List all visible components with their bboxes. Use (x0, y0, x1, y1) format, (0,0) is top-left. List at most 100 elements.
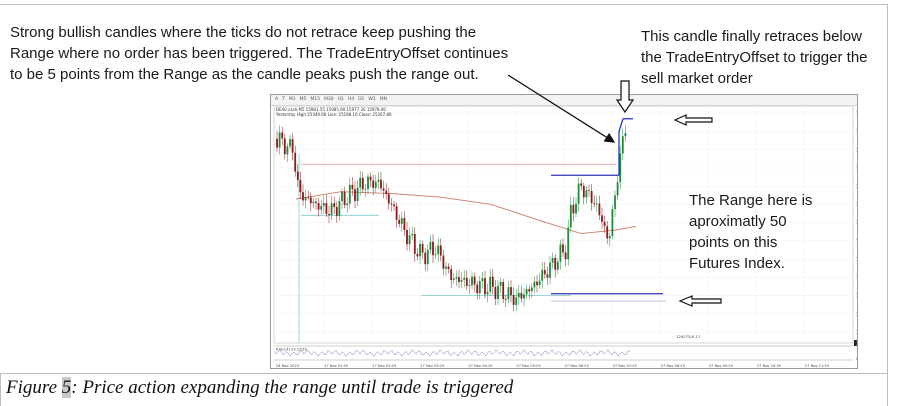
price-tick-label: 16041.00 (856, 111, 858, 116)
right-annotation-line: sell market order (641, 70, 753, 87)
toolbar-button[interactable]: M5 (299, 97, 307, 102)
price-tick-label: 15996.00 (856, 275, 858, 280)
candle-body (426, 249, 429, 265)
candle-body (478, 281, 481, 294)
chart-info-line: Yesterday High:25349.66 Line: 25198.16 C… (276, 112, 392, 117)
plot-area (273, 105, 854, 344)
candle-body (624, 133, 627, 137)
candle-body (577, 183, 580, 204)
price-tick-label: 16016.00 (856, 202, 858, 207)
candle-body (393, 204, 395, 207)
candle-body (486, 291, 489, 295)
time-tick-label: 24 Nov 2023 (276, 364, 299, 368)
candle-body (304, 197, 307, 201)
candle-body (455, 277, 458, 279)
range-annotation-line: The Range here is (689, 192, 813, 209)
toolbar-button[interactable]: MN (379, 97, 387, 102)
candle-body (380, 179, 382, 189)
candle-body (372, 180, 375, 188)
candle-body (616, 182, 619, 196)
candle-body (411, 233, 414, 236)
candle-body (322, 203, 325, 206)
right-annotation: This candle finally retraces below the T… (641, 26, 868, 89)
chart-info-line: DE40.cash,M5 15981.55 15985.90 15977.30 … (276, 107, 386, 112)
candle-body (434, 254, 437, 256)
time-tick-label: 27 Nov 02:25 (372, 364, 396, 368)
toolbar-button[interactable]: M15 (310, 97, 320, 102)
candle-body (575, 203, 577, 214)
toolbar-button[interactable]: H4 (347, 97, 355, 102)
left-annotation-line: Range where no order has been triggered.… (10, 45, 509, 62)
time-tick-label: 27 Nov 05:25 (516, 364, 540, 368)
candle-body (421, 243, 424, 253)
candle-body (312, 201, 315, 204)
candle-body (569, 204, 572, 228)
candle-body (317, 202, 320, 210)
toolbar-button[interactable]: H1 (337, 97, 344, 102)
candle-body (580, 183, 583, 186)
candle-body (588, 190, 590, 192)
candle-body (403, 218, 406, 231)
candle-body (528, 289, 531, 292)
candle-body (465, 277, 468, 286)
candle-body (400, 218, 403, 224)
price-tick-label: 15991.00 (856, 293, 858, 298)
toolbar-button[interactable]: M30 (323, 97, 334, 102)
candle-body (551, 257, 554, 263)
candle-body (367, 176, 369, 189)
candle-body (484, 278, 486, 295)
price-tick-label: 15981.00 (856, 330, 858, 335)
toolbar-button[interactable]: T (282, 97, 285, 102)
toolbar-button[interactable]: D1 (358, 97, 365, 102)
candle-body (614, 195, 616, 210)
candle-body (504, 298, 507, 300)
candle-body (408, 235, 411, 245)
time-tick-label: 27 Nov 03:25 (420, 364, 444, 368)
toolbar-button[interactable]: M1 (288, 97, 296, 102)
caption-top-rule (0, 373, 888, 374)
candle-body (328, 214, 330, 216)
left-annotation: Strong bullish candles where the ticks d… (10, 22, 508, 85)
candle-body (593, 202, 596, 204)
candle-body (468, 285, 471, 287)
left-annotation-line: Strong bullish candles where the ticks d… (10, 24, 477, 41)
candle-body (530, 287, 533, 292)
current-price-label: 15978.00 (856, 341, 858, 346)
price-tick-label: 16011.00 (856, 220, 858, 225)
time-tick-label: 27 Nov 01:25 (324, 364, 348, 368)
rsi-line (273, 349, 631, 357)
candle-body (452, 278, 455, 281)
candle-body (538, 280, 541, 286)
range-annotation: The Range here is aproximatly 50 points … (689, 190, 812, 274)
candle-body (494, 286, 497, 299)
figure-caption: Figure 5: Price action expanding the ran… (6, 377, 513, 399)
candle-body (307, 197, 310, 198)
candle-body (419, 243, 421, 257)
candle-body (429, 241, 432, 250)
candle-body (445, 266, 447, 269)
candle-body (338, 201, 341, 216)
time-tick-label: 27 Nov 10:25 (757, 364, 781, 368)
toolbar-button[interactable]: A (275, 97, 279, 102)
caption-text: : Price action expanding the range until… (71, 377, 514, 398)
tick-counter: 129275/0-17 (676, 334, 701, 339)
candle-body (533, 281, 536, 288)
toolbar-button[interactable]: W1 (368, 97, 376, 102)
right-annotation-line: This candle finally retraces below (641, 28, 862, 45)
rsi-tick-label: 100 (856, 347, 858, 351)
candle-body (499, 281, 502, 286)
price-tick-label: 16031.00 (856, 147, 858, 152)
range-extension-line (618, 118, 624, 132)
candle-body (450, 269, 453, 281)
candle-body (541, 269, 544, 281)
candle-body (283, 138, 286, 155)
candle-body (471, 276, 473, 286)
time-tick-label: 27 Nov 07:25 (613, 364, 637, 368)
candle-body (299, 179, 302, 193)
candle-body (382, 188, 385, 191)
price-tick-label: 16006.00 (856, 238, 858, 243)
candle-body (546, 274, 549, 278)
time-tick-label: 27 Nov 11:25 (805, 364, 829, 368)
candle-body (520, 292, 523, 299)
candle-body (595, 203, 598, 205)
